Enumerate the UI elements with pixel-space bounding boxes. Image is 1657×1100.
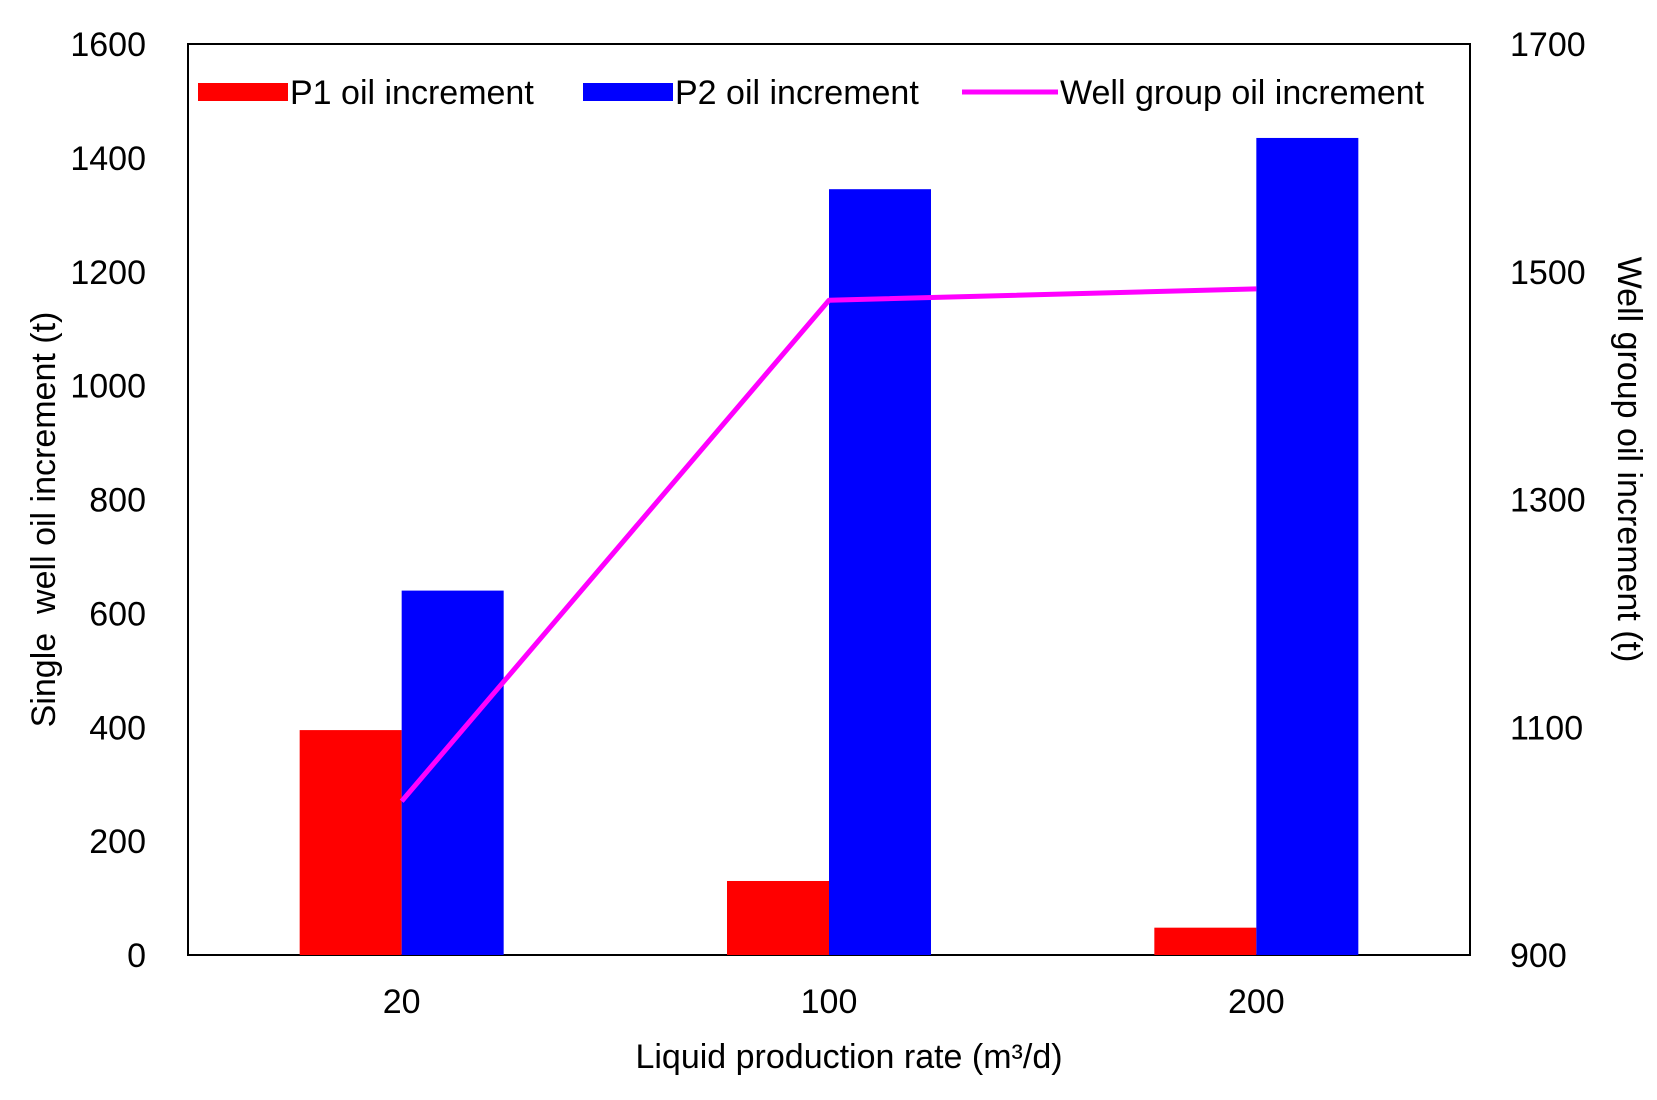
left-tick-label: 1600 — [70, 26, 146, 64]
bar-p1 — [1154, 927, 1257, 955]
left-tick-label: 1400 — [70, 140, 146, 178]
left-tick-label: 0 — [127, 937, 146, 975]
left-tick-label: 1000 — [70, 368, 146, 406]
bar-p1 — [299, 730, 402, 955]
right-axis-title: Well group oil increment (t) — [1610, 257, 1648, 663]
legend-swatch-p2 — [583, 83, 673, 101]
right-axis-ticks: 900 1100 1300 1500 1700 — [1510, 26, 1586, 975]
plot-area — [187, 43, 1471, 956]
x-tick-label: 20 — [383, 983, 421, 1021]
legend-swatch-p1 — [198, 83, 288, 101]
bar-p2 — [1256, 137, 1359, 955]
legend-label-well-group: Well group oil increment — [1060, 74, 1425, 112]
bar-p2 — [401, 590, 504, 955]
right-tick-label: 900 — [1510, 937, 1567, 975]
right-tick-label: 1500 — [1510, 254, 1586, 292]
right-tick-label: 1700 — [1510, 26, 1586, 64]
bars-layer — [299, 137, 1359, 956]
x-tick-label: 200 — [1228, 983, 1285, 1021]
x-axis-ticks: 20 100 200 — [383, 983, 1285, 1021]
left-axis-title: Single well oil increment (t) — [25, 312, 63, 728]
line-layer — [399, 286, 1257, 803]
x-tick-label: 100 — [801, 983, 858, 1021]
bar-p1 — [727, 880, 829, 955]
legend: P1 oil increment P2 oil increment Well g… — [198, 74, 1425, 112]
left-tick-label: 800 — [89, 482, 146, 520]
left-axis-ticks: 0 200 400 600 800 1000 1200 1400 1600 — [70, 26, 146, 975]
bar-p2 — [829, 189, 931, 956]
right-tick-label: 1100 — [1510, 709, 1583, 747]
x-axis-title: Liquid production rate (m³/d) — [635, 1038, 1062, 1076]
legend-label-p2: P2 oil increment — [675, 74, 919, 112]
left-tick-label: 400 — [89, 709, 146, 747]
left-tick-label: 1200 — [70, 254, 146, 292]
right-tick-label: 1300 — [1510, 482, 1586, 520]
left-tick-label: 200 — [89, 823, 146, 861]
left-tick-label: 600 — [89, 595, 146, 633]
line-well-group — [399, 286, 1257, 803]
legend-label-p1: P1 oil increment — [290, 74, 534, 112]
